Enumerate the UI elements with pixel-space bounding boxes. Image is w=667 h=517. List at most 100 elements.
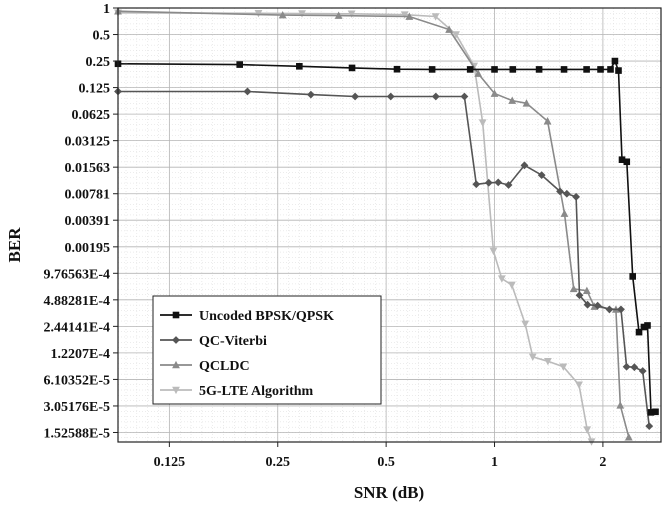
data-point: [296, 63, 303, 70]
legend: Uncoded BPSK/QPSK QC-Viterbi QCLDC 5G-LTE A…: [152, 295, 382, 405]
x-tick-label: 1: [491, 455, 498, 470]
data-point: [236, 61, 243, 68]
legend-label: QCLDC: [199, 359, 250, 374]
series-qc-viterbi: [114, 87, 654, 431]
legend-swatch-marker: [172, 360, 180, 369]
y-tick-label: 0.0625: [72, 108, 111, 123]
data-point: [623, 158, 631, 166]
data-point: [543, 117, 552, 125]
data-point: [575, 291, 584, 300]
data-point: [489, 247, 498, 256]
data-point: [460, 92, 469, 101]
data-point: [615, 67, 622, 74]
y-tick-label: 4.88281E-4: [44, 294, 111, 309]
data-point: [611, 57, 619, 65]
data-point: [278, 11, 287, 19]
data-point: [491, 66, 498, 73]
data-point: [583, 66, 590, 73]
data-point: [597, 66, 604, 73]
data-point: [306, 90, 315, 99]
x-tick-label: 2: [599, 455, 606, 470]
data-point: [484, 178, 493, 187]
data-point: [617, 305, 625, 314]
legend-swatch-marker: [172, 386, 180, 395]
legend-box: [152, 295, 382, 405]
y-tick-label: 0.03125: [65, 135, 111, 150]
y-tick-label: 3.05176E-5: [44, 400, 111, 415]
data-point: [466, 66, 474, 73]
y-tick-label: 1.2207E-4: [51, 347, 111, 362]
data-point: [647, 409, 655, 416]
data-point: [431, 92, 440, 101]
data-point: [452, 31, 460, 39]
data-point: [645, 422, 654, 431]
x-axis-title: SNR (dB): [354, 483, 424, 502]
data-point: [494, 178, 503, 187]
legend-entry: Uncoded BPSK/QPSK: [160, 309, 334, 324]
x-tick-label: 0.125: [154, 455, 186, 470]
data-point: [630, 363, 639, 372]
data-point: [393, 65, 401, 73]
data-point: [644, 322, 651, 329]
legend-swatch-marker: [172, 311, 180, 319]
data-point: [544, 357, 552, 366]
data-point: [386, 92, 395, 101]
y-tick-label: 0.00781: [65, 188, 111, 203]
data-point: [618, 156, 626, 163]
data-point: [472, 180, 481, 189]
data-point: [405, 12, 414, 20]
data-point: [445, 25, 454, 33]
data-point: [605, 305, 614, 314]
data-point: [351, 92, 360, 101]
data-point: [504, 181, 513, 189]
data-point: [520, 161, 529, 170]
data-point: [298, 10, 306, 18]
data-point: [507, 281, 516, 290]
data-point: [521, 320, 530, 329]
data-point: [593, 301, 602, 310]
y-tick-label: 0.00391: [65, 214, 111, 229]
data-point: [348, 64, 356, 72]
data-point: [560, 66, 568, 73]
data-point: [640, 323, 648, 331]
data-point: [478, 119, 487, 127]
data-point: [528, 353, 537, 361]
data-point: [428, 66, 436, 73]
data-point: [347, 10, 356, 18]
data-point: [508, 96, 517, 104]
data-point: [431, 13, 440, 21]
data-point: [535, 66, 543, 73]
data-point: [607, 66, 614, 73]
y-tick-label: 2.44141E-4: [44, 320, 111, 335]
data-point: [537, 171, 546, 180]
y-tick-label: 1.52588E-5: [44, 426, 111, 441]
data-point: [562, 189, 571, 198]
series-layer: [114, 7, 659, 446]
legend-label: Uncoded BPSK/QPSK: [199, 309, 334, 324]
data-point: [616, 401, 625, 409]
data-point: [243, 87, 252, 96]
legend-entry: QCLDC: [160, 359, 250, 374]
data-point: [582, 286, 591, 294]
y-tick-label: 0.125: [79, 82, 111, 97]
y-tick-label: 0.25: [86, 55, 111, 70]
y-tick-label: 1: [103, 2, 110, 17]
data-point: [635, 328, 643, 336]
y-tick-label: 6.10352E-5: [44, 373, 111, 388]
data-point: [652, 408, 659, 416]
data-point: [624, 433, 633, 441]
tick-layer: 0.125 0.25 0.5 1 2 1 0.5 0.25 0.125 0.0625 0.03125…: [44, 2, 607, 470]
data-point: [583, 300, 592, 309]
y-tick-label: 9.76563E-4: [44, 267, 111, 282]
data-point: [400, 11, 409, 19]
legend-swatch-marker: [172, 336, 180, 344]
legend-entry: QC-Viterbi: [160, 334, 267, 349]
data-point: [560, 209, 569, 217]
legend-label: 5G-LTE Algorithm: [199, 384, 314, 399]
data-point: [572, 192, 581, 201]
legend-label: QC-Viterbi: [199, 334, 267, 349]
data-point: [559, 363, 568, 371]
y-tick-label: 0.00195: [65, 241, 111, 256]
